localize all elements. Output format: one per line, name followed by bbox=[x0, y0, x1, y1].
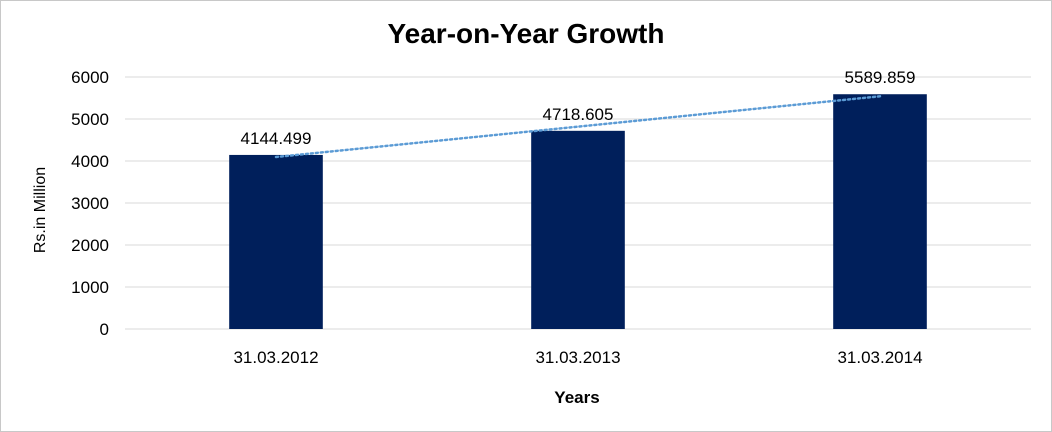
data-labels: 4144.499 4718.605 5589.859 bbox=[241, 68, 916, 148]
y-axis-title: Rs.in Million bbox=[32, 167, 49, 253]
bar bbox=[833, 94, 927, 329]
y-tick-label: 4000 bbox=[71, 152, 109, 171]
trendline bbox=[274, 95, 882, 159]
x-tick-label: 31.03.2012 bbox=[233, 348, 318, 367]
bars bbox=[229, 94, 927, 329]
x-axis-title: Years bbox=[554, 388, 599, 407]
y-tick-label: 2000 bbox=[71, 236, 109, 255]
x-tick-label: 31.03.2014 bbox=[837, 348, 922, 367]
data-label: 4718.605 bbox=[543, 105, 614, 124]
x-axis-ticks: 31.03.2012 31.03.2013 31.03.2014 bbox=[233, 348, 922, 367]
y-tick-label: 3000 bbox=[71, 194, 109, 213]
y-tick-label: 0 bbox=[100, 320, 109, 339]
y-axis-ticks: 0 1000 2000 3000 4000 5000 6000 bbox=[71, 68, 109, 339]
y-tick-label: 6000 bbox=[71, 68, 109, 87]
trendline-layer bbox=[274, 95, 882, 159]
data-label: 5589.859 bbox=[845, 68, 916, 87]
x-tick-label: 31.03.2013 bbox=[535, 348, 620, 367]
chart-title: Year-on-Year Growth bbox=[388, 18, 665, 49]
y-tick-label: 5000 bbox=[71, 110, 109, 129]
bar bbox=[531, 130, 625, 329]
data-label: 4144.499 bbox=[241, 129, 312, 148]
y-tick-label: 1000 bbox=[71, 278, 109, 297]
bar bbox=[229, 154, 323, 329]
